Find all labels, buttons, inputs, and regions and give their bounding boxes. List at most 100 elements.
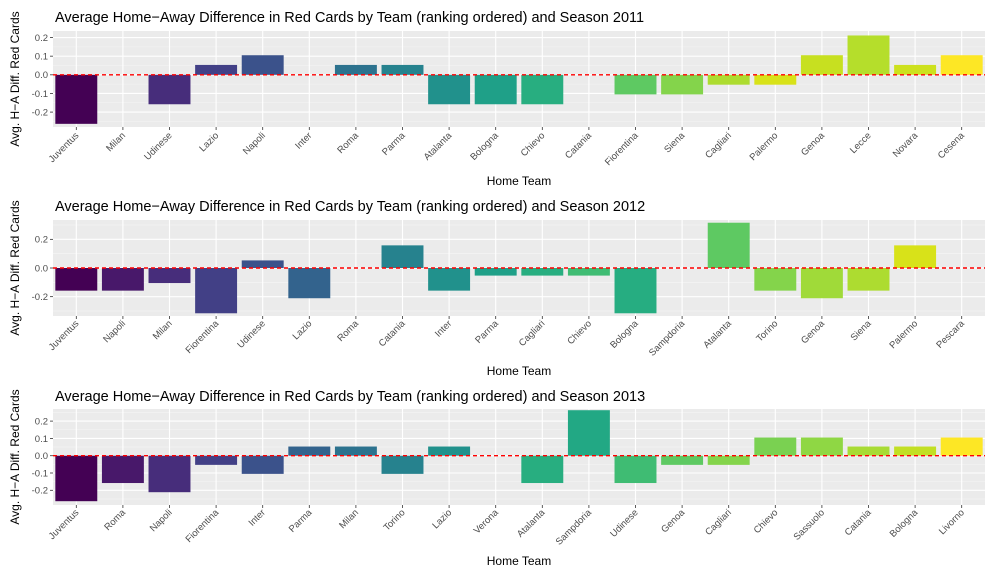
x-tick-label: Sampdoria xyxy=(647,318,688,359)
x-tick-label: Napoli xyxy=(148,507,175,534)
x-tick-label: Inter xyxy=(433,318,454,339)
chart-title: Average Home−Away Difference in Red Card… xyxy=(55,389,645,405)
x-tick-label: Palermo xyxy=(748,130,781,163)
x-tick-label: Sassuolo xyxy=(792,507,827,542)
bar-atalanta xyxy=(707,222,750,268)
x-tick-label: Fiorentina xyxy=(184,318,222,356)
x-tick-label: Napoli xyxy=(241,130,268,157)
y-tick-label: 0.0 xyxy=(35,263,48,274)
bar-inter xyxy=(241,455,284,474)
x-tick-label: Cagliari xyxy=(517,318,548,349)
bar-sassuolo xyxy=(800,437,843,456)
x-tick-label: Siena xyxy=(849,318,874,343)
bar-lazio xyxy=(195,64,238,75)
bar-chievo xyxy=(521,74,564,105)
x-tick-label: Cagliari xyxy=(703,130,734,161)
x-tick-label: Roma xyxy=(102,507,128,533)
x-tick-label: Torino xyxy=(382,507,408,533)
x-tick-label: Catania xyxy=(377,318,408,349)
x-tick-label: Genoa xyxy=(799,318,827,346)
bar-genoa xyxy=(800,55,843,75)
x-tick-label: Verona xyxy=(472,507,502,537)
y-axis-title: Avg. H−A Diff. Red Cards xyxy=(8,389,22,524)
bar-udinese xyxy=(614,455,657,484)
bar-chievo xyxy=(567,268,610,276)
x-tick-label: Fiorentina xyxy=(184,507,222,545)
bar-catania xyxy=(847,446,890,456)
bar-genoa xyxy=(800,268,843,299)
x-tick-label: Sampdoria xyxy=(554,507,595,548)
bar-juventus xyxy=(55,74,98,124)
x-axis-title: Home Team xyxy=(487,554,551,568)
bar-inter xyxy=(428,268,471,291)
bar-livorno xyxy=(940,437,983,456)
x-tick-label: Fiorentina xyxy=(603,130,641,168)
x-tick-label: Catania xyxy=(563,130,594,161)
bar-napoli xyxy=(148,455,191,493)
bar-bologna xyxy=(474,74,517,105)
y-axis-title: Avg. H−A Diff. Red Cards xyxy=(8,200,22,335)
x-tick-label: Cagliari xyxy=(703,507,734,538)
bar-napoli xyxy=(241,55,284,75)
bar-torino xyxy=(754,268,797,291)
x-tick-label: Lazio xyxy=(197,130,221,154)
x-tick-label: Lazio xyxy=(430,507,454,531)
bar-fiorentina xyxy=(195,455,238,465)
chart-2: Average Home−Away Difference in Red Card… xyxy=(8,199,985,378)
x-tick-label: Milan xyxy=(104,130,128,154)
x-axis-title: Home Team xyxy=(487,364,551,378)
y-tick-label: -0.1 xyxy=(32,89,48,100)
x-tick-label: Inter xyxy=(293,130,314,151)
bar-lazio xyxy=(428,446,471,456)
x-tick-label: Bologna xyxy=(888,507,921,540)
bar-fiorentina xyxy=(195,268,238,314)
bar-udinese xyxy=(148,74,191,105)
y-tick-label: -0.2 xyxy=(32,486,48,497)
bar-lecce xyxy=(847,35,890,75)
y-tick-label: -0.2 xyxy=(32,292,48,303)
x-tick-label: Napoli xyxy=(101,318,128,345)
bar-napoli xyxy=(101,268,144,291)
x-tick-label: Livorno xyxy=(937,507,967,537)
x-tick-label: Siena xyxy=(662,130,687,155)
y-tick-label: 0.2 xyxy=(35,33,48,44)
bar-juventus xyxy=(55,455,98,502)
bar-cagliari xyxy=(707,455,750,465)
bar-cagliari xyxy=(707,74,750,85)
bar-parma xyxy=(288,446,331,456)
x-tick-label: Bologna xyxy=(468,130,501,163)
x-tick-label: Roma xyxy=(335,130,361,156)
bar-sampdoria xyxy=(567,410,610,456)
x-tick-label: Roma xyxy=(335,318,361,344)
y-axis-title: Avg. H−A Diff. Red Cards xyxy=(8,11,22,146)
bar-siena xyxy=(661,74,704,95)
x-tick-label: Udinese xyxy=(608,507,640,539)
x-tick-label: Torino xyxy=(754,318,780,344)
x-tick-label: Atalanta xyxy=(701,318,734,351)
x-tick-label: Udinese xyxy=(235,318,267,350)
x-tick-label: Chievo xyxy=(565,318,594,347)
chart-1: Average Home−Away Difference in Red Card… xyxy=(8,10,985,188)
bar-palermo xyxy=(894,245,937,268)
bar-catania xyxy=(381,245,424,268)
bar-udinese xyxy=(241,260,284,268)
chart-title: Average Home−Away Difference in Red Card… xyxy=(55,10,644,26)
x-tick-label: Chievo xyxy=(752,507,781,536)
x-tick-label: Juventus xyxy=(47,507,82,542)
x-tick-label: Milan xyxy=(151,318,175,342)
bar-genoa xyxy=(661,455,704,465)
x-tick-label: Novara xyxy=(891,130,921,160)
x-tick-label: Lecce xyxy=(848,130,874,156)
chart-title: Average Home−Away Difference in Red Card… xyxy=(55,199,645,215)
y-tick-label: 0.0 xyxy=(35,70,48,81)
y-tick-label: -0.2 xyxy=(32,107,48,118)
bar-parma xyxy=(381,64,424,75)
x-tick-label: Chievo xyxy=(519,130,548,159)
x-tick-label: Pescara xyxy=(934,318,967,351)
x-tick-label: Genoa xyxy=(799,130,827,158)
x-tick-label: Cesena xyxy=(936,130,967,161)
x-tick-label: Parma xyxy=(287,507,315,535)
bar-roma xyxy=(334,64,377,75)
bar-parma xyxy=(474,268,517,276)
